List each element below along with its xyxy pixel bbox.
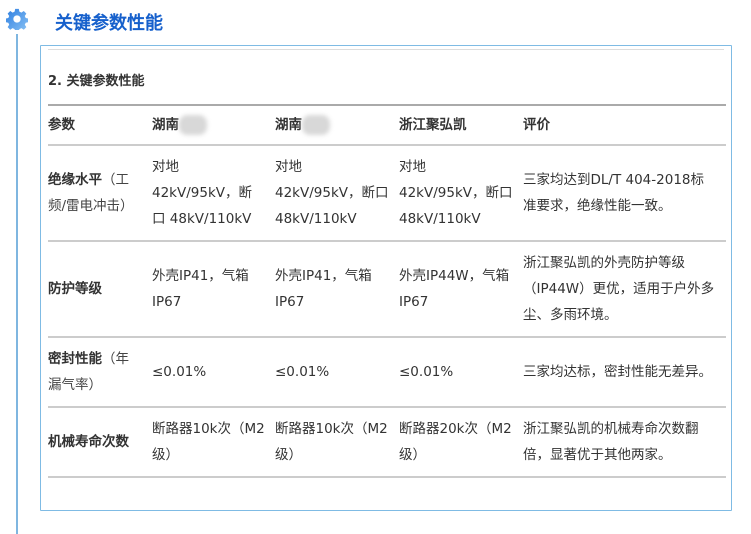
value-cell: 外壳IP44W，气箱IP67: [399, 241, 523, 338]
value-cell: 断路器20k次（M2级）: [399, 407, 523, 478]
content-card: 2. 关键参数性能 参数 湖南 湖南 浙江聚弘凯 评价 绝缘水平（工频/雷电冲击…: [40, 45, 732, 511]
gear-icon: [6, 8, 28, 30]
divider: [48, 49, 724, 50]
eval-cell: 浙江聚弘凯的外壳防护等级（IP44W）更优，适用于户外多尘、多雨环境。: [523, 241, 726, 338]
section-title: 关键参数性能: [55, 13, 163, 34]
table-row: 机械寿命次数 断路器10k次（M2级） 断路器10k次（M2级） 断路器20k次（M2…: [48, 407, 726, 478]
header-eval: 评价: [523, 104, 726, 146]
param-name: 机械寿命次数: [48, 434, 129, 450]
table-row: 防护等级 外壳IP41，气箱IP67 外壳IP41，气箱IP67 外壳IP44W，气箱…: [48, 241, 726, 338]
header-company-3: 浙江聚弘凯: [399, 104, 523, 146]
table-row: 密封性能（年漏气率） ≤0.01% ≤0.01% ≤0.01% 三家均达标，密封性能无差…: [48, 337, 726, 408]
eval-cell: 三家均达标，密封性能无差异。: [523, 337, 726, 408]
eval-cell: 浙江聚弘凯的机械寿命次数翻倍，显著优于其他两家。: [523, 407, 726, 478]
header-text: 湖南: [152, 117, 179, 133]
value-cell: ≤0.01%: [399, 337, 523, 408]
parameter-table: 参数 湖南 湖南 浙江聚弘凯 评价 绝缘水平（工频/雷电冲击） 对地 42kV/9…: [48, 104, 726, 478]
value-cell: 对地 42kV/95kV，断口 48kV/110kV: [275, 145, 399, 242]
value-cell: 外壳IP41，气箱IP67: [152, 241, 275, 338]
param-cell: 密封性能（年漏气率）: [48, 337, 152, 408]
header-company-1: 湖南: [152, 104, 275, 146]
param-name: 绝缘水平: [48, 172, 102, 188]
timeline-line: [16, 34, 18, 534]
param-note: （年漏气率）: [48, 351, 129, 393]
value-cell: 断路器10k次（M2级）: [152, 407, 275, 478]
value-cell: ≤0.01%: [152, 337, 275, 408]
value-cell: 对地 42kV/95kV，断口 48kV/110kV: [399, 145, 523, 242]
param-name: 密封性能: [48, 351, 102, 367]
table-header-row: 参数 湖南 湖南 浙江聚弘凯 评价: [48, 104, 726, 146]
param-name: 防护等级: [48, 281, 102, 297]
param-note: （工频/雷电冲击）: [48, 172, 134, 214]
param-cell: 绝缘水平（工频/雷电冲击）: [48, 145, 152, 242]
header-text: 湖南: [275, 117, 302, 133]
value-cell: 外壳IP41，气箱IP67: [275, 241, 399, 338]
param-cell: 机械寿命次数: [48, 407, 152, 478]
value-cell: 断路器10k次（M2级）: [275, 407, 399, 478]
subtitle: 2. 关键参数性能: [48, 74, 145, 89]
header-company-2: 湖南: [275, 104, 399, 146]
redaction-blur: [302, 115, 330, 135]
redaction-blur: [179, 115, 207, 135]
value-cell: 对地 42kV/95kV，断口 48kV/110kV: [152, 145, 275, 242]
eval-cell: 三家均达到DL/T 404-2018标准要求，绝缘性能一致。: [523, 145, 726, 242]
value-cell: ≤0.01%: [275, 337, 399, 408]
param-cell: 防护等级: [48, 241, 152, 338]
header-param: 参数: [48, 104, 152, 146]
table-row: 绝缘水平（工频/雷电冲击） 对地 42kV/95kV，断口 48kV/110kV 对…: [48, 145, 726, 242]
